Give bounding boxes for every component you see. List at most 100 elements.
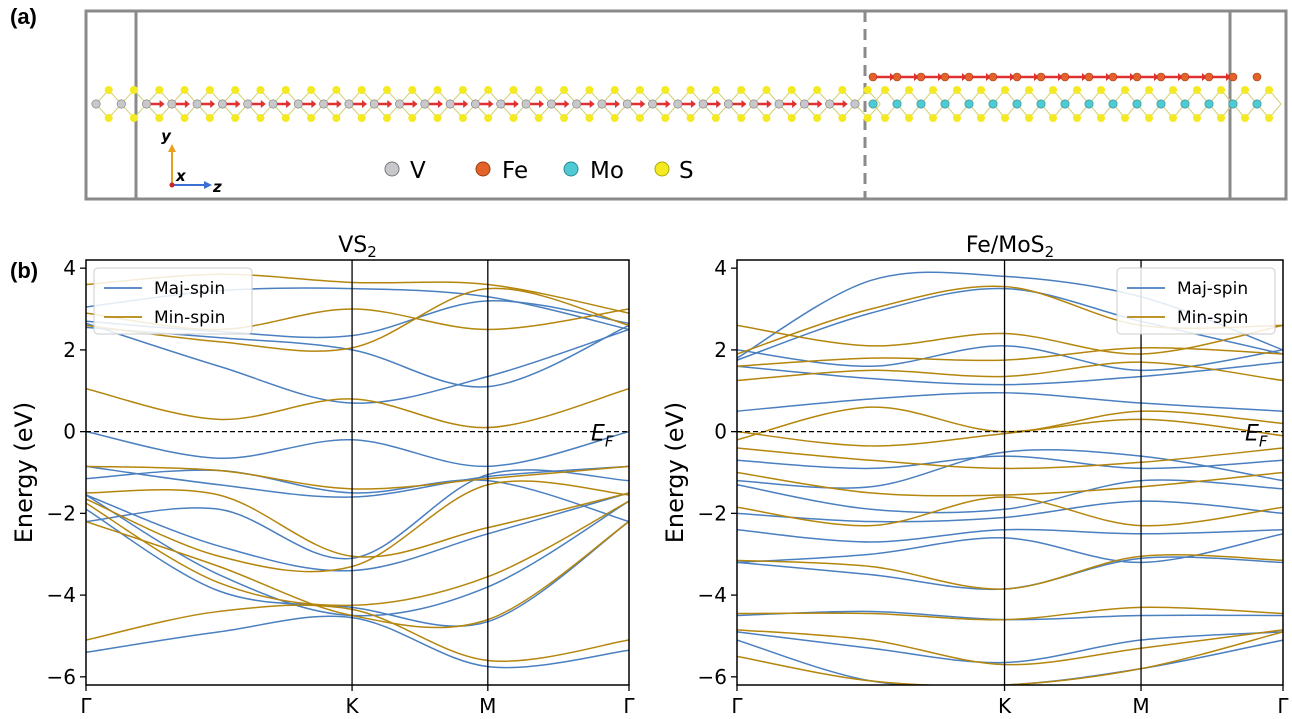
s-atom bbox=[534, 86, 543, 94]
s-atom bbox=[382, 114, 391, 122]
ytick-label: 2 bbox=[714, 338, 727, 362]
legend-label-maj: Maj-spin bbox=[154, 279, 225, 299]
band-min-21 bbox=[86, 604, 629, 662]
spin-arrowhead bbox=[1034, 73, 1039, 81]
v-atom bbox=[673, 99, 683, 109]
s-atom bbox=[881, 114, 889, 122]
band-min-24 bbox=[737, 554, 1283, 590]
spin-arrowhead bbox=[387, 100, 393, 108]
plot-frame bbox=[85, 259, 630, 686]
s-atom bbox=[256, 114, 265, 122]
v-atom bbox=[319, 99, 329, 109]
mo-atom bbox=[1060, 99, 1070, 109]
s-atom bbox=[610, 86, 619, 94]
s-atom bbox=[357, 86, 366, 94]
band-maj-8 bbox=[86, 492, 629, 572]
plot-title: Fe/MoS2 bbox=[966, 233, 1054, 261]
s-atom bbox=[762, 114, 771, 122]
s-atom bbox=[1265, 114, 1273, 122]
s-atom bbox=[1121, 114, 1129, 122]
band-maj-3 bbox=[86, 287, 629, 331]
kpoint-label: K bbox=[346, 694, 360, 718]
axis-y-label: y bbox=[161, 127, 172, 145]
fe-atom bbox=[892, 72, 902, 82]
band-plot-vs2: EF −6 −4 −2 0 2 4 Γ K M Γ VS2 Energy (eV) Maj-spin Min… bbox=[10, 233, 635, 718]
spin-arrowhead bbox=[235, 100, 241, 108]
v-atom bbox=[723, 99, 733, 109]
v-atom bbox=[167, 99, 177, 109]
spin-arrowhead bbox=[260, 100, 266, 108]
v-atom bbox=[825, 99, 835, 109]
spin-arrowhead bbox=[842, 100, 848, 108]
spin-arrowhead bbox=[539, 100, 545, 108]
s-atom bbox=[104, 86, 113, 94]
mo-atom bbox=[1012, 99, 1022, 109]
s-atom bbox=[1241, 114, 1249, 122]
band-maj-1 bbox=[737, 361, 1283, 386]
s-atom bbox=[560, 86, 569, 94]
s-atom bbox=[929, 86, 937, 94]
v-atom bbox=[91, 99, 101, 109]
s-atom bbox=[307, 86, 316, 94]
plot-title: VS2 bbox=[338, 233, 377, 261]
band-maj-5 bbox=[86, 465, 629, 498]
s-atom bbox=[281, 86, 290, 94]
band-maj-11 bbox=[86, 615, 629, 669]
spin-arrowhead bbox=[159, 100, 165, 108]
band-maj-0 bbox=[737, 391, 1283, 412]
s-atom bbox=[408, 114, 417, 122]
s-atom bbox=[332, 86, 341, 94]
spin-arrowhead bbox=[488, 100, 494, 108]
s-atom bbox=[711, 114, 720, 122]
spin-arrowhead bbox=[1106, 73, 1111, 81]
s-atom bbox=[509, 86, 518, 94]
v-atom bbox=[116, 99, 126, 109]
fe-atom bbox=[1060, 72, 1070, 82]
v-atom bbox=[395, 99, 405, 109]
s-atom bbox=[180, 86, 189, 94]
s-atom bbox=[929, 114, 937, 122]
legend-label-min: Min-spin bbox=[154, 308, 225, 328]
s-atom bbox=[433, 114, 442, 122]
s-atom bbox=[1145, 86, 1153, 94]
v-atom bbox=[445, 99, 455, 109]
s-atom bbox=[458, 114, 467, 122]
fe-atom bbox=[1084, 72, 1094, 82]
band-maj-7 bbox=[737, 479, 1283, 514]
s-atom bbox=[155, 114, 164, 122]
v-atom bbox=[218, 99, 228, 109]
mo-atom bbox=[1156, 99, 1166, 109]
fe-atom bbox=[1012, 72, 1022, 82]
v-atom bbox=[344, 99, 354, 109]
spin-arrowhead bbox=[412, 100, 418, 108]
element-legend: V Fe Mo S bbox=[384, 158, 694, 184]
v-atom bbox=[243, 99, 253, 109]
ytick-label: 0 bbox=[714, 420, 727, 444]
s-atom bbox=[585, 114, 594, 122]
s-atom bbox=[635, 114, 644, 122]
v-atom bbox=[799, 99, 809, 109]
ytick-label: 2 bbox=[63, 338, 76, 362]
fe-atom bbox=[964, 72, 974, 82]
s-atom bbox=[1169, 114, 1177, 122]
ytick-label: 4 bbox=[63, 256, 76, 280]
fermi-label: EF bbox=[1245, 422, 1268, 451]
band-maj-14 bbox=[737, 639, 1283, 685]
legend-dot-s bbox=[654, 161, 670, 177]
s-atom bbox=[458, 86, 467, 94]
s-atom bbox=[307, 114, 316, 122]
legend-label-min: Min-spin bbox=[1177, 308, 1248, 328]
s-atom bbox=[129, 114, 138, 122]
s-atom bbox=[1193, 86, 1201, 94]
band-maj-4 bbox=[86, 430, 629, 468]
v-atom bbox=[268, 99, 278, 109]
band-min-12 bbox=[86, 387, 629, 429]
band-lines bbox=[737, 271, 1283, 685]
spin-arrowhead bbox=[311, 100, 317, 108]
v-atom bbox=[420, 99, 430, 109]
band-maj-2 bbox=[737, 345, 1283, 372]
s-atom bbox=[610, 114, 619, 122]
fe-atom bbox=[1180, 72, 1190, 82]
spin-arrowhead bbox=[564, 100, 570, 108]
s-atom bbox=[635, 86, 644, 94]
